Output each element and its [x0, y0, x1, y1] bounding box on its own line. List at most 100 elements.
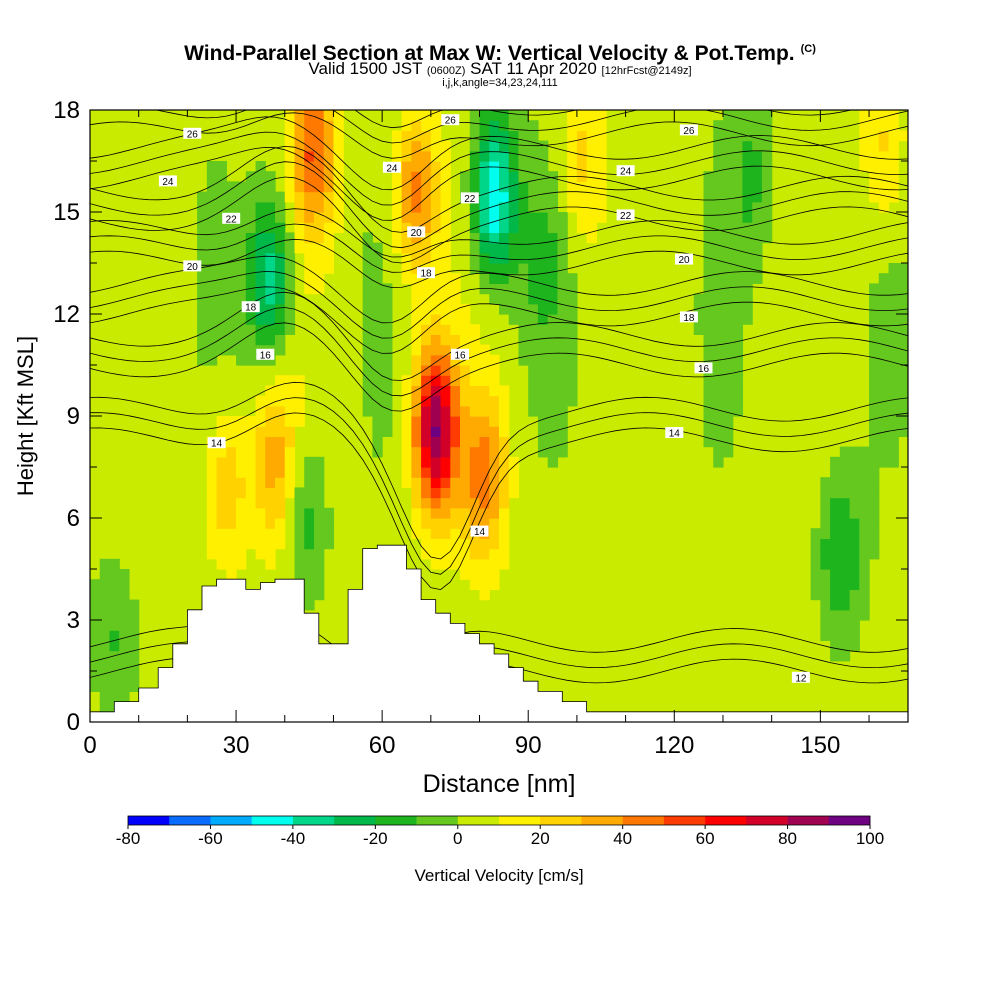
w-cell	[499, 273, 510, 284]
w-cell	[596, 161, 607, 172]
w-cell	[411, 446, 422, 458]
w-cell	[557, 242, 568, 254]
w-cell	[703, 283, 714, 295]
w-cell	[830, 640, 841, 652]
contour-label-box	[183, 127, 202, 139]
w-cell	[236, 252, 247, 264]
w-cell	[547, 365, 559, 376]
w-cell	[90, 681, 101, 692]
w-cell	[508, 487, 520, 499]
w-cell	[255, 303, 266, 315]
colorbar-tick-label: -60	[198, 829, 223, 848]
w-cell	[255, 477, 266, 488]
w-cell	[216, 212, 227, 223]
w-cell	[421, 344, 432, 356]
w-cell	[284, 120, 296, 131]
w-cell	[469, 456, 481, 468]
w-cell	[265, 507, 276, 519]
w-cell	[275, 385, 286, 397]
w-cell	[460, 467, 471, 478]
w-cell	[469, 181, 481, 193]
w-cell	[518, 171, 529, 182]
w-cell	[479, 385, 490, 397]
w-cell	[567, 314, 578, 325]
w-cell	[713, 375, 724, 386]
w-cell	[596, 140, 607, 152]
w-cell	[226, 314, 237, 325]
w-cell	[304, 467, 315, 478]
w-cell	[401, 385, 412, 397]
colorbar-swatch	[663, 816, 706, 825]
w-cell	[411, 140, 422, 152]
colorbar-swatch	[828, 816, 871, 825]
w-cell	[255, 467, 266, 478]
contour-label: 22	[464, 194, 476, 205]
contour-label: 22	[226, 214, 238, 225]
w-cell	[713, 191, 724, 203]
colorbar-swatch	[499, 816, 541, 825]
w-cell	[849, 620, 860, 631]
w-cell	[440, 273, 451, 284]
w-cell	[323, 130, 335, 142]
w-cell	[362, 385, 374, 397]
w-cell	[430, 130, 442, 142]
w-cell	[528, 273, 539, 284]
w-cell	[469, 538, 481, 550]
w-cell	[206, 303, 218, 315]
w-cell	[313, 477, 325, 488]
w-cell	[206, 263, 218, 274]
w-cell	[460, 181, 471, 193]
w-cell	[489, 365, 500, 376]
w-cell	[547, 303, 559, 315]
w-cell	[255, 171, 266, 182]
w-cell	[430, 456, 442, 468]
w-cell	[479, 140, 490, 152]
w-cell	[265, 416, 276, 427]
w-cell	[206, 324, 218, 335]
w-cell	[557, 426, 568, 437]
w-cell	[245, 293, 257, 305]
w-cell	[372, 344, 383, 356]
w-cell	[732, 232, 744, 244]
w-cell	[557, 344, 568, 356]
w-cell	[421, 293, 432, 305]
contour-label: 26	[445, 116, 457, 127]
w-cell	[255, 436, 266, 448]
w-cell	[216, 497, 227, 509]
w-cell	[499, 385, 510, 397]
w-cell	[275, 538, 286, 550]
w-cell	[206, 528, 218, 539]
w-cell	[732, 212, 744, 223]
w-cell	[489, 212, 500, 223]
w-cell	[557, 273, 568, 284]
w-cell	[479, 405, 490, 417]
w-cell	[216, 456, 227, 468]
w-cell	[888, 365, 899, 376]
w-cell	[362, 303, 374, 315]
w-cell	[440, 375, 451, 386]
w-cell	[284, 232, 296, 244]
w-cell	[479, 507, 490, 519]
w-cell	[489, 150, 500, 162]
w-cell	[333, 201, 344, 213]
w-cell	[469, 110, 481, 121]
w-cell	[722, 365, 734, 376]
theta-contour-line	[90, 116, 908, 191]
w-cell	[226, 293, 237, 305]
w-cell	[489, 507, 500, 519]
w-cell	[197, 201, 208, 213]
w-cell	[479, 558, 490, 570]
w-cell	[304, 212, 315, 223]
w-cell	[411, 191, 422, 203]
w-cell	[499, 130, 510, 142]
w-cell	[528, 303, 539, 315]
w-cell	[537, 283, 549, 295]
w-cell	[99, 620, 111, 631]
section-params: i,j,k,angle=34,23,24,111	[442, 77, 558, 89]
w-cell	[722, 354, 734, 366]
w-cell	[722, 273, 734, 284]
w-cell	[537, 365, 549, 376]
w-cell	[722, 283, 734, 295]
w-cell	[469, 171, 481, 182]
contour-label: 14	[211, 439, 223, 450]
